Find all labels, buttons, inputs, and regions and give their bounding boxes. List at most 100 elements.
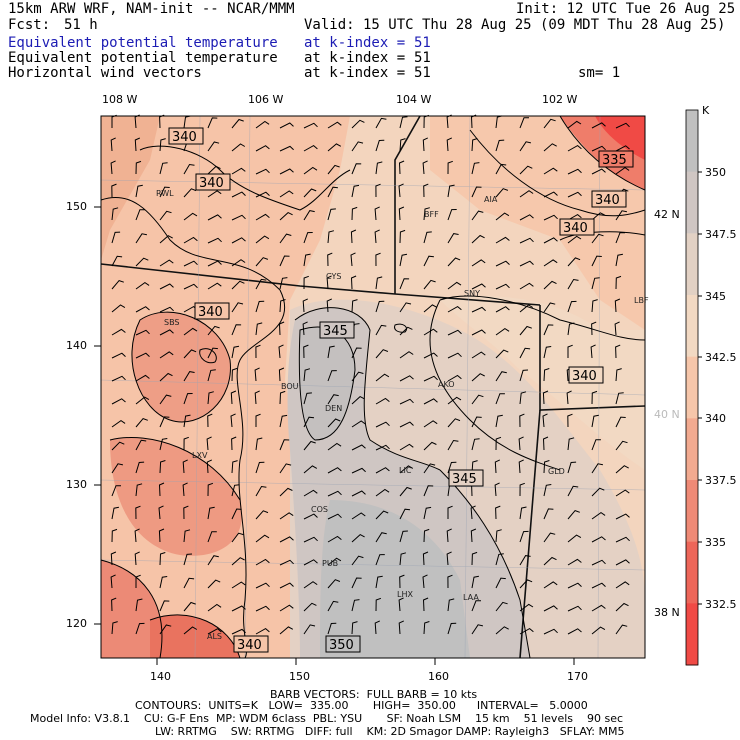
colorbar-segment bbox=[686, 603, 698, 666]
wind-barb bbox=[519, 627, 534, 635]
wind-barb bbox=[303, 166, 318, 175]
colorbar-tick-345: 345 bbox=[705, 290, 726, 303]
wind-barb bbox=[183, 327, 198, 336]
wind-barb bbox=[423, 398, 438, 405]
wind-barb bbox=[471, 460, 478, 474]
colorbar-segment bbox=[686, 541, 698, 604]
wind-barb bbox=[207, 482, 214, 497]
wind-barb bbox=[183, 553, 193, 566]
wind-barb bbox=[591, 559, 606, 566]
wind-barb bbox=[183, 577, 195, 589]
wind-barb bbox=[470, 505, 476, 520]
wind-barb bbox=[543, 191, 558, 198]
wind-barb bbox=[495, 236, 510, 244]
wind-barb bbox=[255, 344, 261, 359]
wind-barb bbox=[111, 441, 125, 451]
colorbar-tick-342-5: 342.5 bbox=[705, 351, 737, 364]
wind-barb bbox=[471, 351, 486, 359]
station-bff: BFF bbox=[424, 210, 439, 219]
colorbar-segment bbox=[686, 233, 698, 296]
wind-barb bbox=[255, 235, 270, 244]
wind-barb bbox=[615, 559, 630, 566]
wind-barb bbox=[135, 396, 150, 405]
wind-barb bbox=[135, 622, 145, 635]
wind-barb bbox=[111, 255, 123, 267]
wind-barb bbox=[615, 122, 630, 129]
wind-barb bbox=[327, 121, 342, 129]
wind-barb bbox=[255, 558, 270, 566]
wind-barb bbox=[231, 324, 242, 336]
smoothing-value: sm= 1 bbox=[578, 65, 621, 81]
wind-barb bbox=[615, 465, 629, 474]
forecast-label: Fcst: bbox=[8, 17, 51, 33]
wind-barb bbox=[519, 282, 534, 290]
wind-barb bbox=[207, 325, 220, 336]
wind-barb bbox=[327, 252, 333, 267]
wind-barb bbox=[207, 628, 222, 635]
wind-barb bbox=[375, 575, 383, 589]
wind-barb bbox=[327, 557, 342, 566]
wind-barb bbox=[231, 237, 246, 244]
wind-barb bbox=[351, 533, 365, 543]
wind-barb bbox=[159, 460, 166, 474]
wind-barb bbox=[399, 253, 408, 267]
field-2-index: 51 bbox=[414, 50, 431, 66]
wind-barb bbox=[423, 506, 432, 520]
wind-barb bbox=[591, 626, 606, 635]
wind-barb bbox=[494, 459, 501, 474]
wind-barb bbox=[159, 351, 174, 359]
wind-barb bbox=[231, 143, 246, 152]
wind-barb bbox=[615, 536, 630, 543]
colorbar-ticks: 350 347.5 345 342.5 340 337.5 335 332.5 bbox=[698, 166, 737, 611]
wind-barb bbox=[135, 574, 141, 588]
wind-barb bbox=[615, 344, 621, 359]
wind-barb bbox=[423, 441, 437, 451]
colorbar-tick-347-5: 347.5 bbox=[705, 228, 737, 241]
wind-barb bbox=[519, 530, 529, 543]
wind-barb bbox=[543, 118, 556, 129]
wind-barb bbox=[375, 117, 387, 129]
wind-barb bbox=[615, 624, 628, 635]
wind-barb bbox=[326, 275, 332, 290]
field-2-level: at k-index = bbox=[304, 50, 406, 66]
wind-barb bbox=[447, 257, 461, 267]
wind-barb bbox=[207, 260, 222, 267]
wind-barb bbox=[519, 190, 534, 198]
wind-barb bbox=[231, 581, 246, 589]
station-cys: CYS bbox=[326, 272, 341, 281]
wind-barb bbox=[591, 487, 605, 497]
field-1-name: Equivalent potential temperature bbox=[8, 35, 278, 51]
wind-barb bbox=[542, 413, 548, 428]
wind-barb bbox=[519, 304, 534, 313]
wind-barb bbox=[471, 551, 478, 566]
wind-barb bbox=[183, 283, 198, 290]
wind-barb bbox=[519, 413, 525, 428]
wind-barb bbox=[567, 628, 582, 635]
wind-barb bbox=[591, 582, 606, 589]
wind-barb bbox=[351, 490, 366, 497]
wind-barb bbox=[375, 421, 390, 428]
wind-barb bbox=[447, 396, 462, 405]
wind-barb bbox=[303, 144, 318, 152]
wind-barb bbox=[206, 459, 213, 474]
wind-barb bbox=[615, 489, 630, 497]
wind-barb bbox=[231, 191, 246, 198]
wind-barb bbox=[351, 395, 365, 405]
wind-barb bbox=[135, 160, 142, 175]
wind-barb bbox=[111, 597, 117, 612]
wind-barb bbox=[495, 306, 510, 313]
wind-barb bbox=[183, 163, 195, 175]
wind-barb bbox=[327, 394, 339, 405]
wind-barb bbox=[278, 367, 285, 382]
wind-barb bbox=[398, 206, 405, 221]
wind-barb bbox=[447, 184, 455, 198]
wind-barb bbox=[327, 442, 342, 451]
contour-label: 335 bbox=[602, 153, 627, 168]
wind-barb bbox=[374, 620, 381, 635]
model-info: Model Info: V3.8.1 CU: G-F Ens MP: WDM 6… bbox=[30, 712, 624, 725]
wind-barb bbox=[255, 322, 263, 336]
wind-barb bbox=[375, 554, 385, 566]
wind-barb bbox=[111, 280, 124, 290]
wind-barb bbox=[399, 508, 411, 520]
wind-barb bbox=[183, 212, 198, 221]
